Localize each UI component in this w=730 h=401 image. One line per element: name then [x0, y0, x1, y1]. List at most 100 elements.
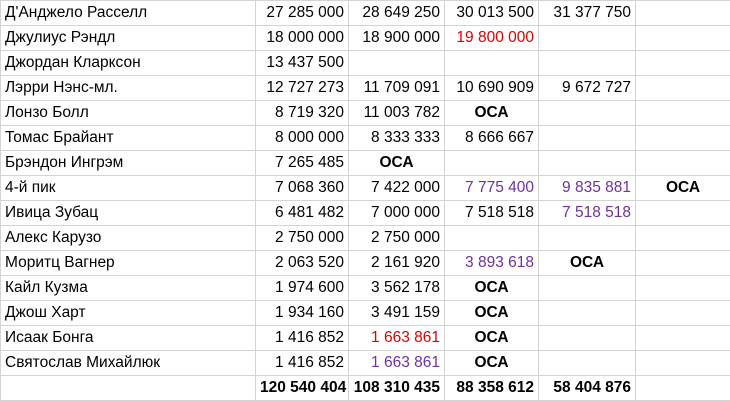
salary-cell[interactable]	[539, 51, 636, 76]
salary-cell[interactable]: 11 003 782	[349, 101, 445, 126]
salary-cell[interactable]: 7 775 400	[445, 176, 539, 201]
salary-cell[interactable]: 3 562 178	[349, 276, 445, 301]
salary-cell[interactable]	[636, 301, 730, 326]
salary-cell[interactable]	[539, 351, 636, 376]
salary-cell[interactable]: 7 068 360	[256, 176, 349, 201]
salary-cell[interactable]: 27 285 000	[256, 1, 349, 26]
total-cell[interactable]	[636, 376, 730, 401]
salary-cell[interactable]: 1 974 600	[256, 276, 349, 301]
player-name-cell[interactable]: Святослав Михайлюк	[1, 351, 256, 376]
salary-cell[interactable]	[539, 226, 636, 251]
salary-cell[interactable]: 1 934 160	[256, 301, 349, 326]
salary-cell[interactable]: 13 437 500	[256, 51, 349, 76]
total-cell[interactable]: 88 358 612	[445, 376, 539, 401]
player-name-cell[interactable]: Джордан Кларксон	[1, 51, 256, 76]
salary-cell[interactable]	[539, 101, 636, 126]
salary-cell[interactable]	[539, 276, 636, 301]
salary-cell[interactable]: 28 649 250	[349, 1, 445, 26]
option-cell[interactable]: ОСА	[445, 101, 539, 126]
salary-cell[interactable]	[636, 326, 730, 351]
player-name-cell[interactable]: Лэрри Нэнс-мл.	[1, 76, 256, 101]
salary-cell[interactable]	[349, 51, 445, 76]
salary-cell[interactable]: 7 518 518	[539, 201, 636, 226]
salary-cell[interactable]	[636, 101, 730, 126]
salary-cell[interactable]: 12 727 273	[256, 76, 349, 101]
salary-cell[interactable]: 1 416 852	[256, 326, 349, 351]
option-cell[interactable]: ОСА	[445, 326, 539, 351]
salary-cell[interactable]	[636, 126, 730, 151]
salary-cell[interactable]: 2 161 920	[349, 251, 445, 276]
salary-cell[interactable]: 18 000 000	[256, 26, 349, 51]
salary-cell[interactable]: 8 719 320	[256, 101, 349, 126]
player-name-cell[interactable]: 4-й пик	[1, 176, 256, 201]
salary-cell[interactable]: 11 709 091	[349, 76, 445, 101]
salary-cell[interactable]	[636, 1, 730, 26]
salary-cell[interactable]: 7 000 000	[349, 201, 445, 226]
salary-cell[interactable]: 30 013 500	[445, 1, 539, 26]
salary-cell[interactable]	[539, 326, 636, 351]
salary-cell[interactable]: 10 690 909	[445, 76, 539, 101]
salary-cell[interactable]	[445, 226, 539, 251]
player-name-cell[interactable]: Д'Анджело Расселл	[1, 1, 256, 26]
salary-cell[interactable]	[636, 226, 730, 251]
salary-cell[interactable]	[636, 76, 730, 101]
salary-cell[interactable]	[445, 151, 539, 176]
player-name-cell[interactable]: Лонзо Болл	[1, 101, 256, 126]
salary-cell[interactable]	[636, 51, 730, 76]
player-name-cell[interactable]: Ивица Зубац	[1, 201, 256, 226]
salary-cell[interactable]: 3 491 159	[349, 301, 445, 326]
salary-cell[interactable]	[636, 26, 730, 51]
salary-cell[interactable]: 2 750 000	[256, 226, 349, 251]
totals-label-cell[interactable]	[1, 376, 256, 401]
salary-cell[interactable]: 9 672 727	[539, 76, 636, 101]
salary-cell[interactable]: 6 481 482	[256, 201, 349, 226]
salary-cell[interactable]: 1 663 861	[349, 326, 445, 351]
option-cell[interactable]: ОСА	[636, 176, 730, 201]
option-cell[interactable]: ОСА	[349, 151, 445, 176]
salary-cell[interactable]	[636, 251, 730, 276]
total-cell[interactable]: 108 310 435	[349, 376, 445, 401]
salary-cell[interactable]	[636, 351, 730, 376]
option-cell[interactable]: ОСА	[445, 276, 539, 301]
player-name-cell[interactable]: Кайл Кузма	[1, 276, 256, 301]
option-cell[interactable]: ОСА	[445, 351, 539, 376]
salary-cell[interactable]	[539, 151, 636, 176]
salary-cell[interactable]	[445, 51, 539, 76]
salary-cell[interactable]: 9 835 881	[539, 176, 636, 201]
option-cell[interactable]: ОСА	[445, 301, 539, 326]
salary-cell[interactable]	[636, 201, 730, 226]
player-name-cell[interactable]: Брэндон Ингрэм	[1, 151, 256, 176]
salary-cell[interactable]: 7 265 485	[256, 151, 349, 176]
total-cell[interactable]: 58 404 876	[539, 376, 636, 401]
salary-cell[interactable]: 19 800 000	[445, 26, 539, 51]
salary-cell[interactable]: 8 000 000	[256, 126, 349, 151]
player-name-cell[interactable]: Моритц Вагнер	[1, 251, 256, 276]
salary-cell[interactable]: 1 663 861	[349, 351, 445, 376]
salary-cell[interactable]	[636, 151, 730, 176]
salary-cell[interactable]: 7 518 518	[445, 201, 539, 226]
salary-cell[interactable]	[539, 26, 636, 51]
salary-cell[interactable]: 8 333 333	[349, 126, 445, 151]
total-cell[interactable]: 120 540 404	[256, 376, 349, 401]
player-name-cell[interactable]: Исаак Бонга	[1, 326, 256, 351]
salary-cell[interactable]: 2 063 520	[256, 251, 349, 276]
salary-cell[interactable]	[636, 276, 730, 301]
salary-cell[interactable]	[539, 301, 636, 326]
salary-cell[interactable]: 8 666 667	[445, 126, 539, 151]
salary-cell[interactable]: 2 750 000	[349, 226, 445, 251]
player-name-cell[interactable]: Джош Харт	[1, 301, 256, 326]
salary-cell[interactable]	[539, 126, 636, 151]
player-name-cell[interactable]: Томас Брайант	[1, 126, 256, 151]
player-name-cell[interactable]: Алекс Карузо	[1, 226, 256, 251]
player-name-cell[interactable]: Джулиус Рэндл	[1, 26, 256, 51]
salary-cell[interactable]: 31 377 750	[539, 1, 636, 26]
salary-cell[interactable]: 7 422 000	[349, 176, 445, 201]
salary-cell[interactable]: 1 416 852	[256, 351, 349, 376]
salary-cell[interactable]: 3 893 618	[445, 251, 539, 276]
option-cell[interactable]: ОСА	[539, 251, 636, 276]
salary-cell[interactable]: 18 900 000	[349, 26, 445, 51]
